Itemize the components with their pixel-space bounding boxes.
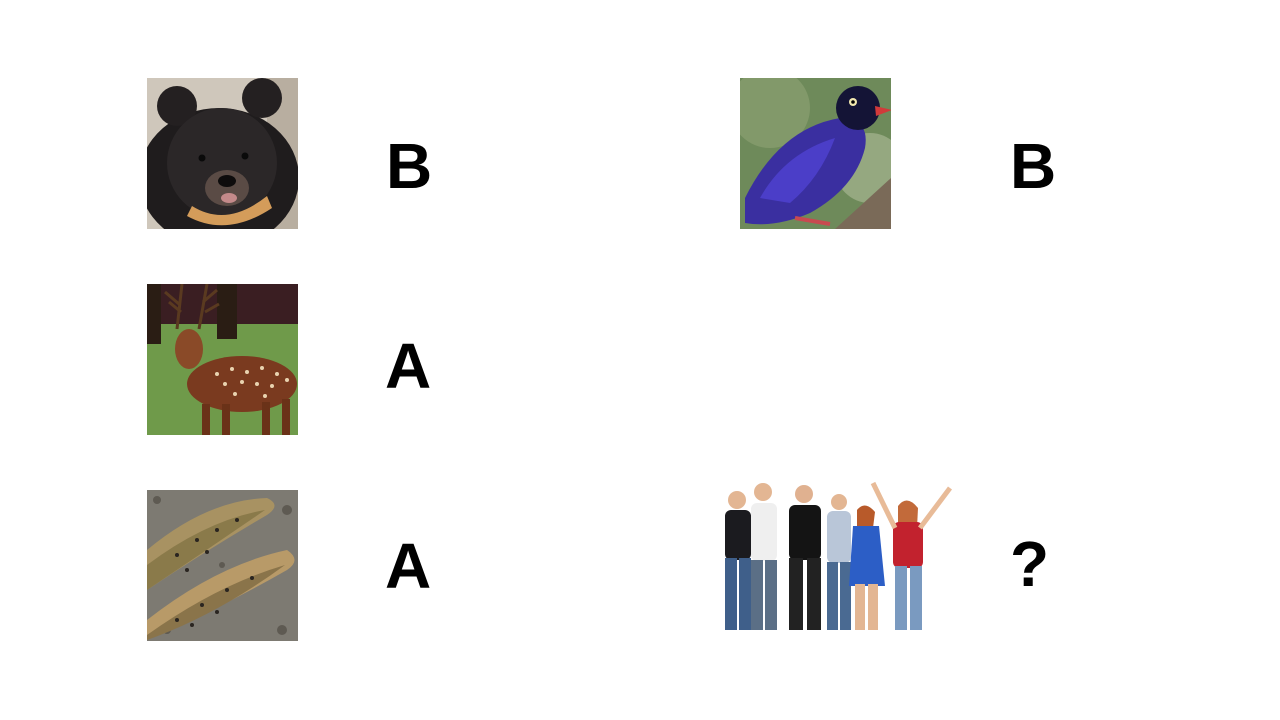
bird-answer-letter: B: [1010, 130, 1057, 202]
unknown-answer-mark: ?: [1010, 528, 1050, 600]
fish-answer-letter: A: [385, 530, 432, 602]
bear-answer-letter: B: [386, 130, 433, 202]
bear-image: [147, 78, 298, 229]
fish-image: [147, 490, 298, 641]
deer-answer-letter: A: [385, 330, 432, 402]
bird-image: [740, 78, 891, 229]
deer-image: [147, 284, 298, 435]
people-group-image: [705, 478, 960, 633]
